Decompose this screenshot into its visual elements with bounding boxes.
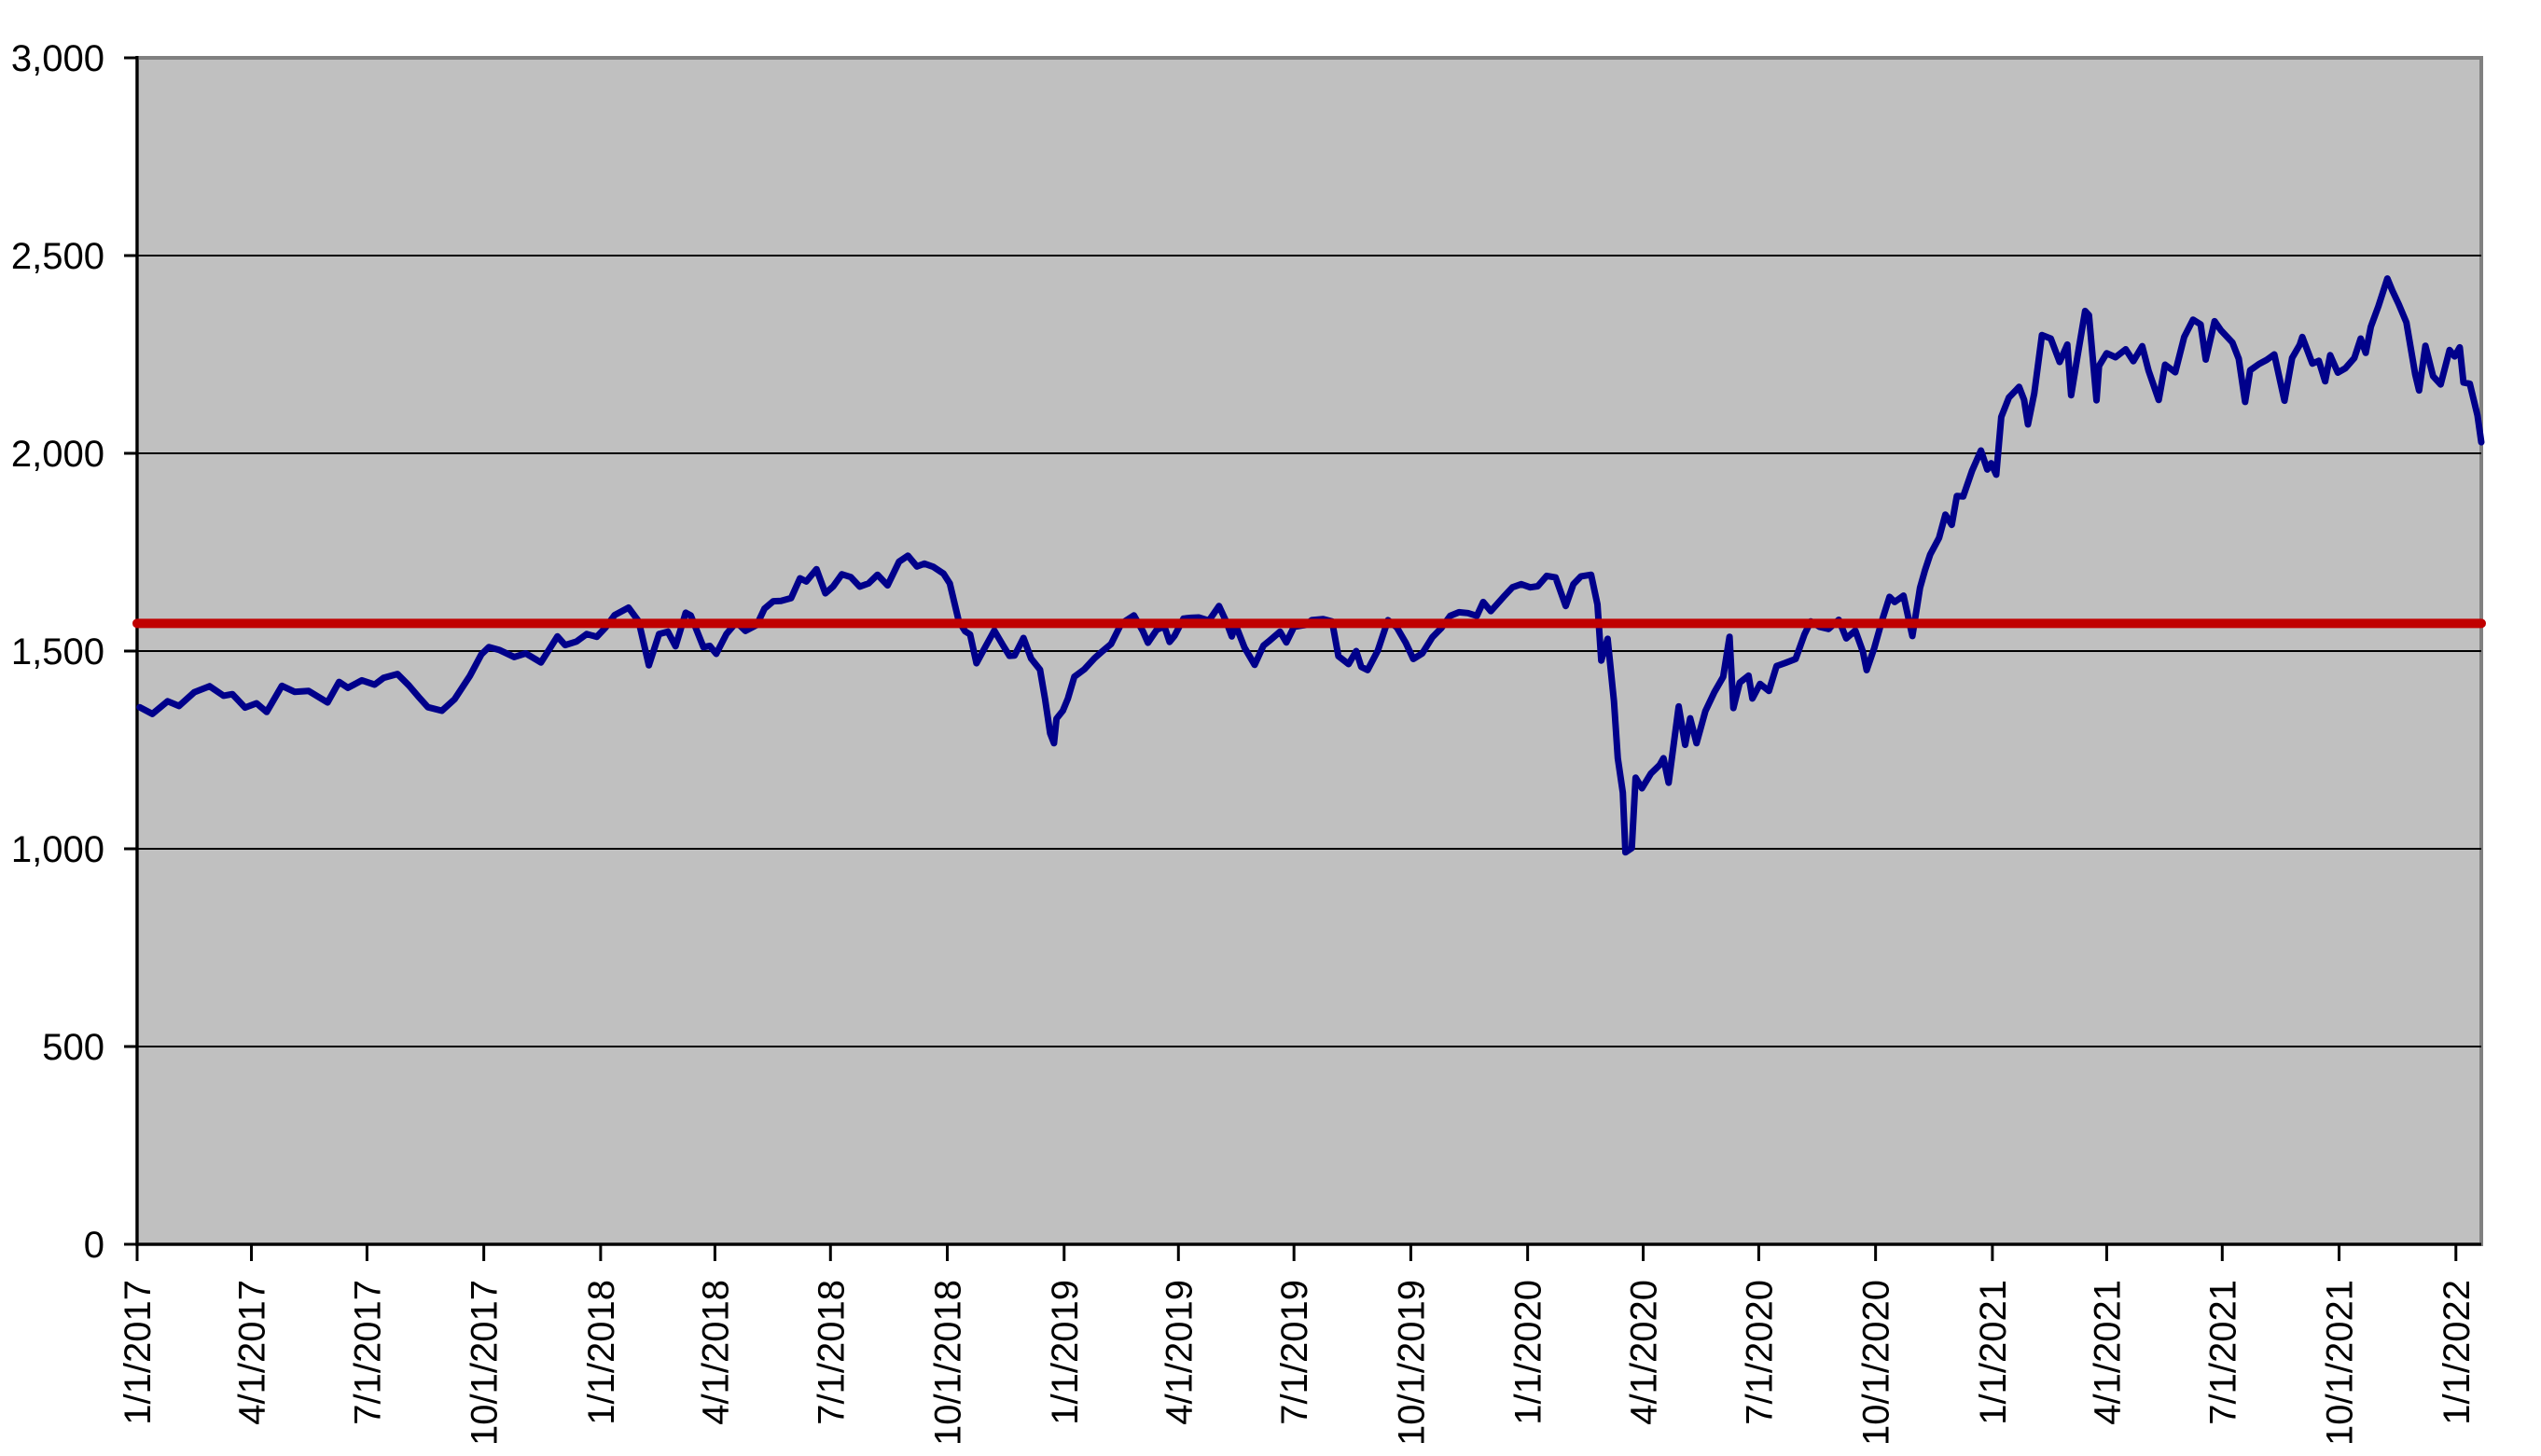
x-axis-label-1-1-2020: 1/1/2020 bbox=[1508, 1280, 1549, 1425]
x-axis-label-4-1-2017: 4/1/2017 bbox=[232, 1280, 273, 1425]
y-axis-label-0: 0 bbox=[84, 1225, 104, 1266]
y-axis-label-500: 500 bbox=[42, 1027, 104, 1068]
x-axis-label-1-1-2022: 1/1/2022 bbox=[2437, 1280, 2478, 1425]
x-axis-label-7-1-2021: 7/1/2021 bbox=[2202, 1280, 2243, 1425]
x-axis-label-10-1-2021: 10/1/2021 bbox=[2320, 1280, 2361, 1446]
x-axis-label-10-1-2017: 10/1/2017 bbox=[465, 1280, 506, 1446]
y-axis-label-3000: 3,000 bbox=[11, 38, 104, 79]
x-axis-label-10-1-2019: 10/1/2019 bbox=[1391, 1280, 1432, 1446]
x-axis-label-10-1-2020: 10/1/2020 bbox=[1856, 1280, 1897, 1446]
x-axis-label-7-1-2019: 7/1/2019 bbox=[1274, 1280, 1315, 1425]
x-axis-label-1-1-2018: 1/1/2018 bbox=[581, 1280, 622, 1425]
x-axis-label-4-1-2018: 4/1/2018 bbox=[695, 1280, 736, 1425]
x-axis-label-4-1-2021: 4/1/2021 bbox=[2087, 1280, 2128, 1425]
y-axis-label-2000: 2,000 bbox=[11, 434, 104, 475]
x-axis-label-1-1-2019: 1/1/2019 bbox=[1045, 1280, 1086, 1425]
x-axis-label-4-1-2019: 4/1/2019 bbox=[1159, 1280, 1200, 1425]
x-axis-label-4-1-2020: 4/1/2020 bbox=[1624, 1280, 1665, 1425]
x-axis-label-1-1-2021: 1/1/2021 bbox=[1973, 1280, 2014, 1425]
x-axis-label-7-1-2017: 7/1/2017 bbox=[347, 1280, 388, 1425]
y-axis-label-1000: 1,000 bbox=[11, 829, 104, 870]
x-axis-label-1-1-2017: 1/1/2017 bbox=[118, 1280, 159, 1425]
x-axis-label-7-1-2020: 7/1/2020 bbox=[1739, 1280, 1780, 1425]
y-axis-label-2500: 2,500 bbox=[11, 236, 104, 277]
x-axis-label-10-1-2018: 10/1/2018 bbox=[928, 1280, 969, 1446]
y-axis-label-1500: 1,500 bbox=[11, 631, 104, 673]
x-axis-label-7-1-2018: 7/1/2018 bbox=[811, 1280, 852, 1425]
